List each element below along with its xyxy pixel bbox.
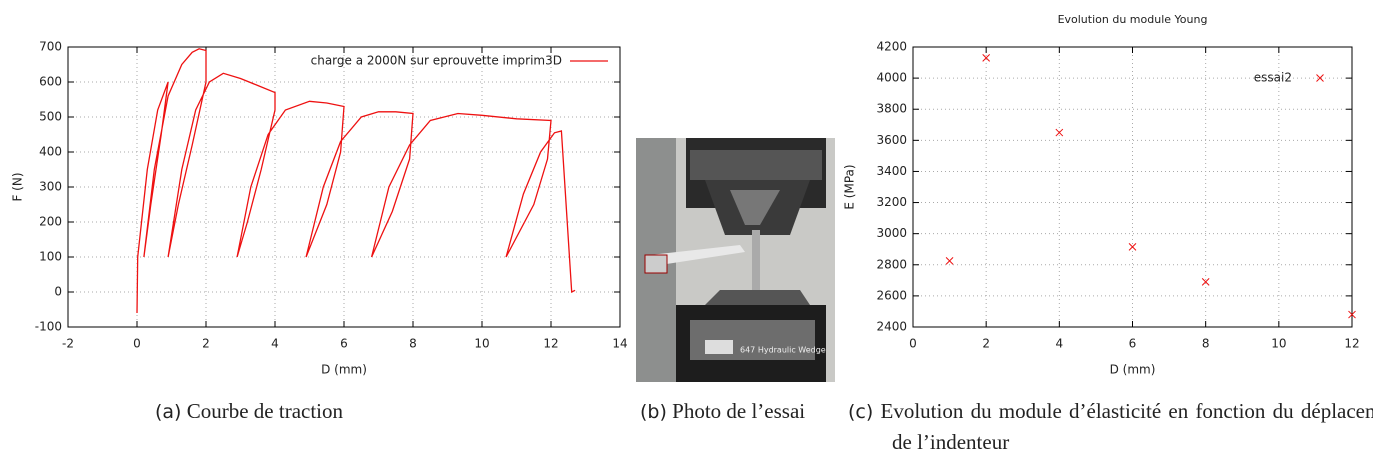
x-tick-label: 2 [982,337,990,351]
data-line [136,48,576,314]
x-tick-label: 0 [909,337,917,351]
caption-label: (c) [848,401,874,423]
y-tick-label: 3200 [876,195,907,209]
x-tick-label: 8 [409,337,417,351]
x-tick-label: 2 [202,337,210,351]
caption-text: Courbe de traction [186,399,343,423]
legend-label: charge a 2000N sur eprouvette imprim3D [311,54,562,68]
y-tick-label: 100 [39,250,62,264]
x-tick-label: 6 [340,337,348,351]
caption: (a) Courbe de traction [155,396,343,427]
caption-label: (b) [640,401,667,423]
data-point [1128,243,1137,251]
y-tick-label: 2400 [876,320,907,334]
x-tick-label: 10 [1271,337,1286,351]
legend-label: essai2 [1254,71,1292,85]
caption: (c) Evolution du module d’élasticité en … [848,396,1373,457]
data-point [1348,310,1356,319]
svg-text:647 Hydraulic Wedge: 647 Hydraulic Wedge [740,346,826,355]
x-tick-label: 10 [474,337,489,351]
x-axis-label: D (mm) [321,363,367,377]
photo: 647 Hydraulic Wedge [636,138,835,382]
caption-text: Evolution du module d’élasticité en fonc… [880,399,1373,454]
y-tick-label: -100 [35,320,62,334]
x-tick-label: 12 [1344,337,1359,351]
caption-label: (a) [155,401,182,423]
y-tick-label: 700 [39,40,62,54]
y-tick-label: 4000 [876,71,907,85]
data-point [1201,278,1210,286]
y-tick-label: 400 [39,145,62,159]
x-axis-label: D (mm) [1110,363,1156,377]
data-point [945,257,954,265]
x-tick-label: 4 [271,337,279,351]
x-tick-label: -2 [62,337,74,351]
chart-title: Evolution du module Young [1058,13,1208,26]
x-tick-label: 4 [1056,337,1064,351]
y-tick-label: 600 [39,75,62,89]
y-tick-label: 2800 [876,257,907,271]
x-tick-label: 6 [1129,337,1137,351]
y-tick-label: 3400 [876,164,907,178]
y-tick-label: 0 [54,285,62,299]
figure: 647 Hydraulic Wedge -1000100200300400500… [11,13,1360,382]
y-tick-label: 4200 [876,40,907,54]
y-axis-label: E (MPa) [843,164,857,209]
plot-frame [912,46,1353,328]
plot-frame [67,46,621,328]
y-tick-label: 3000 [876,226,907,240]
x-tick-label: 12 [543,337,558,351]
legend-swatch [1316,74,1324,82]
y-tick-label: 300 [39,180,62,194]
y-tick-label: 200 [39,215,62,229]
x-tick-label: 8 [1202,337,1210,351]
data-point [982,54,991,62]
y-tick-label: 3600 [876,133,907,147]
y-tick-label: 2600 [876,288,907,302]
x-tick-label: 0 [133,337,141,351]
x-tick-label: 14 [612,337,627,351]
y-tick-label: 3800 [876,102,907,116]
y-tick-label: 500 [39,110,62,124]
caption-text: Photo de l’essai [672,399,806,423]
y-axis-label: F (N) [11,172,25,201]
caption: (b) Photo de l’essai [640,396,838,427]
data-point [1055,128,1064,137]
